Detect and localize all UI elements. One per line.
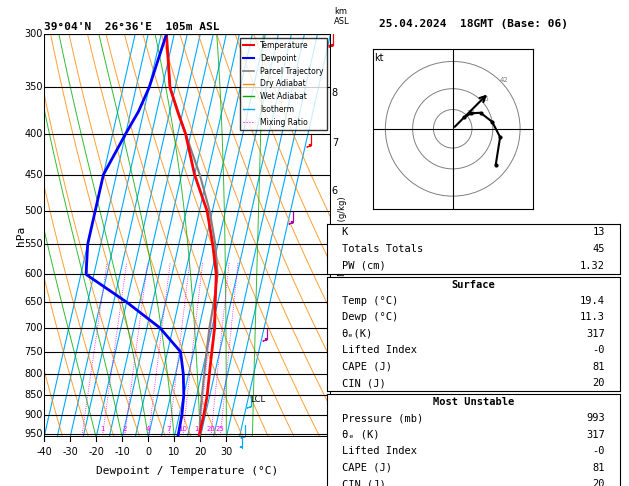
Text: 400: 400 <box>25 129 43 139</box>
Text: Totals Totals: Totals Totals <box>342 244 423 254</box>
Text: 750: 750 <box>24 347 43 357</box>
Text: 4: 4 <box>332 278 338 289</box>
Text: kt: kt <box>374 53 384 63</box>
Text: 7: 7 <box>332 138 338 148</box>
Text: 7: 7 <box>167 426 171 433</box>
Text: CIN (J): CIN (J) <box>342 479 386 486</box>
Text: Most Unstable: Most Unstable <box>433 397 514 407</box>
Text: Mixing Ratio (g/kg): Mixing Ratio (g/kg) <box>338 196 347 276</box>
Text: 4: 4 <box>146 426 150 433</box>
Text: -40: -40 <box>36 448 52 457</box>
Text: 950: 950 <box>25 429 43 439</box>
Text: -10: -10 <box>114 448 130 457</box>
Text: 25.04.2024  18GMT (Base: 06): 25.04.2024 18GMT (Base: 06) <box>379 19 568 29</box>
Text: Dewpoint / Temperature (°C): Dewpoint / Temperature (°C) <box>96 466 279 476</box>
Text: 10: 10 <box>168 448 181 457</box>
Text: Surface: Surface <box>452 280 495 290</box>
Text: Temp (°C): Temp (°C) <box>342 296 398 306</box>
Text: 6: 6 <box>332 186 338 196</box>
Text: 20: 20 <box>593 479 605 486</box>
Text: K: K <box>342 227 348 237</box>
Text: 600: 600 <box>25 269 43 279</box>
Text: CAPE (J): CAPE (J) <box>342 463 392 473</box>
Text: 993: 993 <box>586 413 605 423</box>
Text: 25: 25 <box>481 96 489 102</box>
Text: 8: 8 <box>332 88 338 98</box>
Text: 1.32: 1.32 <box>580 260 605 271</box>
Text: -0: -0 <box>593 446 605 456</box>
Text: 11.3: 11.3 <box>580 312 605 323</box>
Text: PW (cm): PW (cm) <box>342 260 386 271</box>
Text: θₑ(K): θₑ(K) <box>342 329 373 339</box>
Text: 1: 1 <box>100 426 104 433</box>
Text: 12: 12 <box>466 110 475 116</box>
Text: km
ASL: km ASL <box>335 6 350 26</box>
Text: 5: 5 <box>332 233 338 243</box>
Text: 317: 317 <box>586 430 605 440</box>
Text: Lifted Index: Lifted Index <box>342 446 416 456</box>
Text: 20: 20 <box>206 426 215 433</box>
Text: hPa: hPa <box>16 226 26 246</box>
Text: -20: -20 <box>88 448 104 457</box>
Text: 19.4: 19.4 <box>580 296 605 306</box>
Text: -0: -0 <box>593 345 605 355</box>
Text: 800: 800 <box>25 369 43 379</box>
Text: Pressure (mb): Pressure (mb) <box>342 413 423 423</box>
Text: 42: 42 <box>500 77 509 83</box>
Text: LCL: LCL <box>250 395 265 404</box>
Text: Dewp (°C): Dewp (°C) <box>342 312 398 323</box>
Text: 30: 30 <box>220 448 233 457</box>
Legend: Temperature, Dewpoint, Parcel Trajectory, Dry Adiabat, Wet Adiabat, Isotherm, Mi: Temperature, Dewpoint, Parcel Trajectory… <box>240 38 326 130</box>
Text: 450: 450 <box>25 170 43 180</box>
Text: Lifted Index: Lifted Index <box>342 345 416 355</box>
Text: 3: 3 <box>332 323 338 333</box>
Text: 13: 13 <box>593 227 605 237</box>
Text: 1: 1 <box>332 410 338 419</box>
Text: 81: 81 <box>593 463 605 473</box>
Text: 2: 2 <box>332 367 338 377</box>
Text: 700: 700 <box>25 323 43 333</box>
Text: 45: 45 <box>593 244 605 254</box>
Text: 500: 500 <box>25 206 43 216</box>
Text: 550: 550 <box>24 239 43 249</box>
Text: 900: 900 <box>25 410 43 420</box>
Text: 20: 20 <box>593 378 605 388</box>
Text: 650: 650 <box>25 297 43 307</box>
Text: 350: 350 <box>25 83 43 92</box>
Text: 850: 850 <box>25 390 43 400</box>
Text: CIN (J): CIN (J) <box>342 378 386 388</box>
Text: -30: -30 <box>62 448 78 457</box>
Text: 300: 300 <box>25 29 43 39</box>
Text: 2: 2 <box>122 426 126 433</box>
Text: 81: 81 <box>593 362 605 372</box>
Text: 10: 10 <box>178 426 187 433</box>
Text: 15: 15 <box>194 426 203 433</box>
Text: 39°04'N  26°36'E  105m ASL: 39°04'N 26°36'E 105m ASL <box>44 22 220 32</box>
Text: 317: 317 <box>586 329 605 339</box>
Text: 0: 0 <box>145 448 151 457</box>
Text: θₑ (K): θₑ (K) <box>342 430 379 440</box>
Text: CAPE (J): CAPE (J) <box>342 362 392 372</box>
Text: 25: 25 <box>216 426 225 433</box>
Text: 20: 20 <box>194 448 206 457</box>
